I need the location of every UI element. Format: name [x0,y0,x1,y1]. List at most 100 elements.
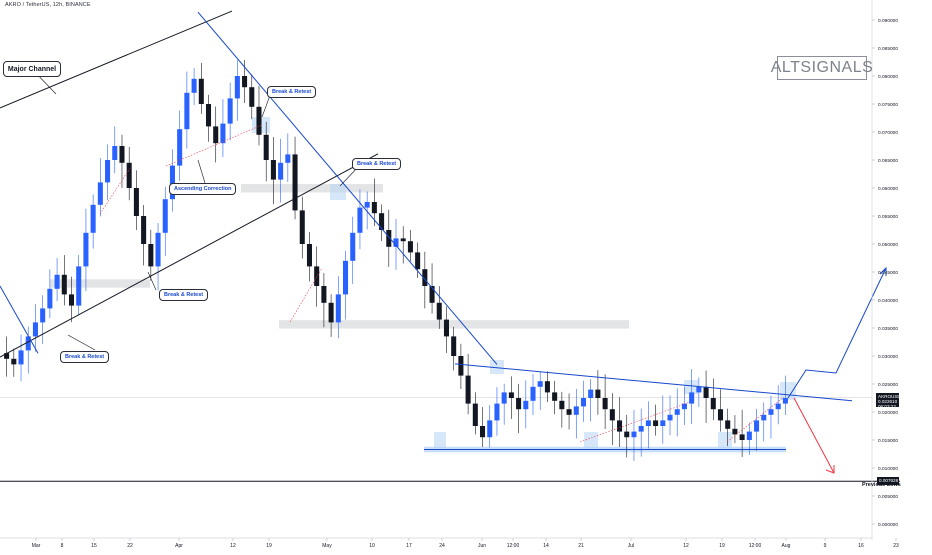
candle-down [466,376,471,404]
x-tick-label: 10 [369,543,375,549]
support-zone [241,184,383,192]
break-retest-callout-1[interactable]: Break & Retest [267,86,316,98]
axes: 0.0900000.0850000.0800000.0750000.070000… [0,0,900,550]
y-tick-label: 0.070000 [878,130,898,136]
early-trendline [0,286,38,353]
candle-up [530,387,535,401]
trend-drawings [0,11,886,473]
candle-down [408,241,413,252]
x-tick-label: 16 [858,543,864,549]
candle-up [776,404,781,410]
candle-up [696,387,701,393]
candle-down [11,359,16,365]
channel-upper-line [0,11,232,108]
candle-down [617,420,622,431]
y-tick-label: 0.040000 [878,298,898,304]
y-tick-label: 0.090000 [878,18,898,24]
candle-up [91,205,96,233]
candle-down [473,404,478,426]
candle-down [732,429,737,435]
candle-up [235,76,240,98]
x-tick-label: 19 [719,543,725,549]
candle-up [336,294,341,322]
candle-up [177,129,182,165]
candle-up [112,146,117,160]
x-tick-label: 22 [127,543,133,549]
x-tick-label: 23 [893,543,899,549]
candle-down [264,135,269,160]
x-tick-label: 9 [824,543,827,549]
candle-down [725,420,730,428]
candle-up [761,415,766,421]
x-tick-label: 12 [230,543,236,549]
correction-dotted-line [727,397,784,442]
y-tick-label: 0.015000 [878,438,898,444]
candle-down [603,398,608,409]
candle-down [119,146,124,163]
x-tick-label: 15 [91,543,97,549]
candle-up [667,415,672,421]
x-tick-label: May [322,543,332,549]
candle-up [98,182,103,204]
x-tick-label: Apr [175,543,183,549]
x-tick-label: 24 [439,543,445,549]
candle-up [502,392,507,403]
x-tick-label: 12:00 [749,543,762,549]
retest-highlight [330,184,346,200]
candle-down [415,252,420,269]
ascending-correction-callout[interactable]: Ascending Correction [169,183,236,195]
y-tick-label: 0.050000 [878,242,898,248]
break-retest-callout-3[interactable]: Break & Retest [159,289,208,301]
candle-up [783,398,788,404]
candle-down [141,216,146,244]
candle-down [653,420,658,426]
candle-up [105,160,110,182]
x-tick-label: Mar [32,543,41,549]
price-label-countdown: 06:03:22 [878,404,899,409]
callout-pointer [68,335,95,350]
candles [4,60,788,461]
candle-up [228,98,233,123]
candle-up [660,420,665,426]
x-tick-label: Jul [628,543,634,549]
candle-up [83,233,88,267]
x-tick-label: 19 [266,543,272,549]
candle-down [314,266,319,286]
candle-down [624,432,629,438]
candle-down [437,303,442,320]
grid-lines [0,397,900,481]
candle-down [329,303,334,323]
y-tick-label: 0.065000 [878,158,898,164]
x-tick-label: 12 [683,543,689,549]
bearish-projection-path [794,398,834,473]
break-retest-callout-4[interactable]: Break & Retest [60,351,109,363]
candle-down [711,398,716,409]
candle-up [631,432,636,438]
current-price-label: AKROUSDT 0.022610 06:03:22 [876,393,899,407]
candle-down [134,188,139,216]
x-tick-label: 8 [61,543,64,549]
symbol-header: AKRO / TetherUS, 12h, BINANCE [5,2,91,8]
y-tick-label: 0.035000 [878,326,898,332]
y-tick-label: 0.055000 [878,214,898,220]
candle-up [639,426,644,432]
candle-down [552,392,557,400]
y-tick-label: 0.000000 [878,522,898,528]
bullish-projection-path [788,268,886,398]
candle-up [285,154,290,162]
candle-up [184,93,189,129]
candle-up [574,406,579,414]
candle-up [494,404,499,421]
candle-down [451,336,456,356]
candle-down [480,426,485,437]
candle-up [47,289,52,309]
candle-down [199,79,204,104]
major-channel-callout[interactable]: Major Channel [3,61,61,77]
candle-up [689,392,694,403]
candle-up [350,233,355,261]
retest-highlight [434,432,446,448]
break-retest-callout-2[interactable]: Break & Retest [352,158,401,170]
y-tick-label: 0.045000 [878,270,898,276]
